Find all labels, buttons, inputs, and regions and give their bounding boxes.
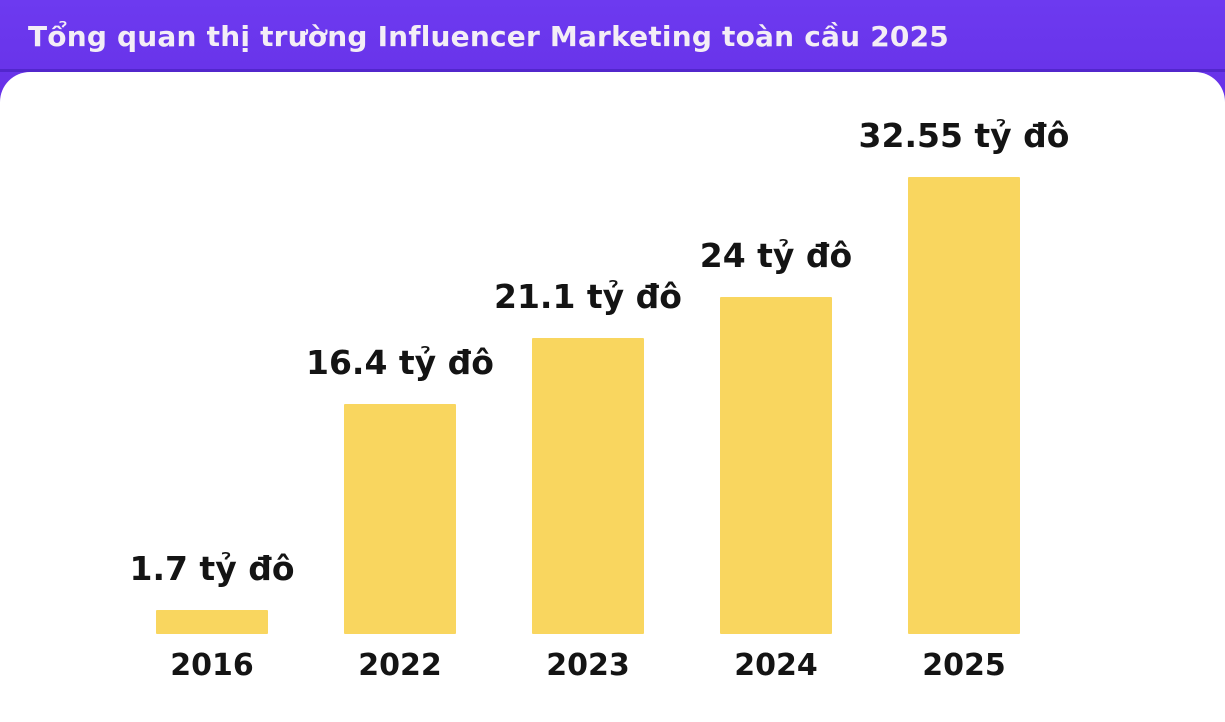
bar-group-2023: 21.1 tỷ đô 2023 <box>494 72 682 722</box>
bar-stack-2023: 21.1 tỷ đô <box>494 72 682 634</box>
content-panel: 1.7 tỷ đô 2016 16.4 tỷ đô 2022 21.1 tỷ đô 202… <box>0 72 1225 722</box>
category-label-2024: 2024 <box>734 648 818 683</box>
header-bottom-edge <box>0 69 1225 72</box>
bar-stack-2024: 24 tỷ đô <box>682 72 870 634</box>
category-label-2023: 2023 <box>546 648 630 683</box>
page-title: Tổng quan thị trường Influencer Marketin… <box>28 19 949 53</box>
bar-2025 <box>908 177 1020 634</box>
category-label-2022: 2022 <box>358 648 442 683</box>
value-label-2016: 1.7 tỷ đô <box>129 549 295 589</box>
bar-2016 <box>156 610 268 634</box>
category-label-2016: 2016 <box>170 648 254 683</box>
bar-group-2025: 32.55 tỷ đô 2025 <box>859 72 1070 722</box>
category-label-2025: 2025 <box>922 648 1006 683</box>
value-label-2025: 32.55 tỷ đô <box>858 116 1070 156</box>
bar-2024 <box>720 297 832 634</box>
value-label-2022: 16.4 tỷ đô <box>306 343 494 383</box>
bar-stack-2025: 32.55 tỷ đô <box>859 72 1069 634</box>
bar-2022 <box>344 404 456 634</box>
bar-stack-2022: 16.4 tỷ đô <box>306 72 494 634</box>
bar-group-2024: 24 tỷ đô 2024 <box>682 72 870 722</box>
bar-2023 <box>532 338 644 634</box>
bar-group-2022: 16.4 tỷ đô 2022 <box>306 72 494 722</box>
bar-group-2016: 1.7 tỷ đô 2016 <box>118 72 306 722</box>
value-label-2023: 21.1 tỷ đô <box>494 277 682 317</box>
bar-chart: 1.7 tỷ đô 2016 16.4 tỷ đô 2022 21.1 tỷ đô 202… <box>118 72 1070 722</box>
value-label-2024: 24 tỷ đô <box>699 236 853 276</box>
bar-stack-2016: 1.7 tỷ đô <box>118 72 306 634</box>
